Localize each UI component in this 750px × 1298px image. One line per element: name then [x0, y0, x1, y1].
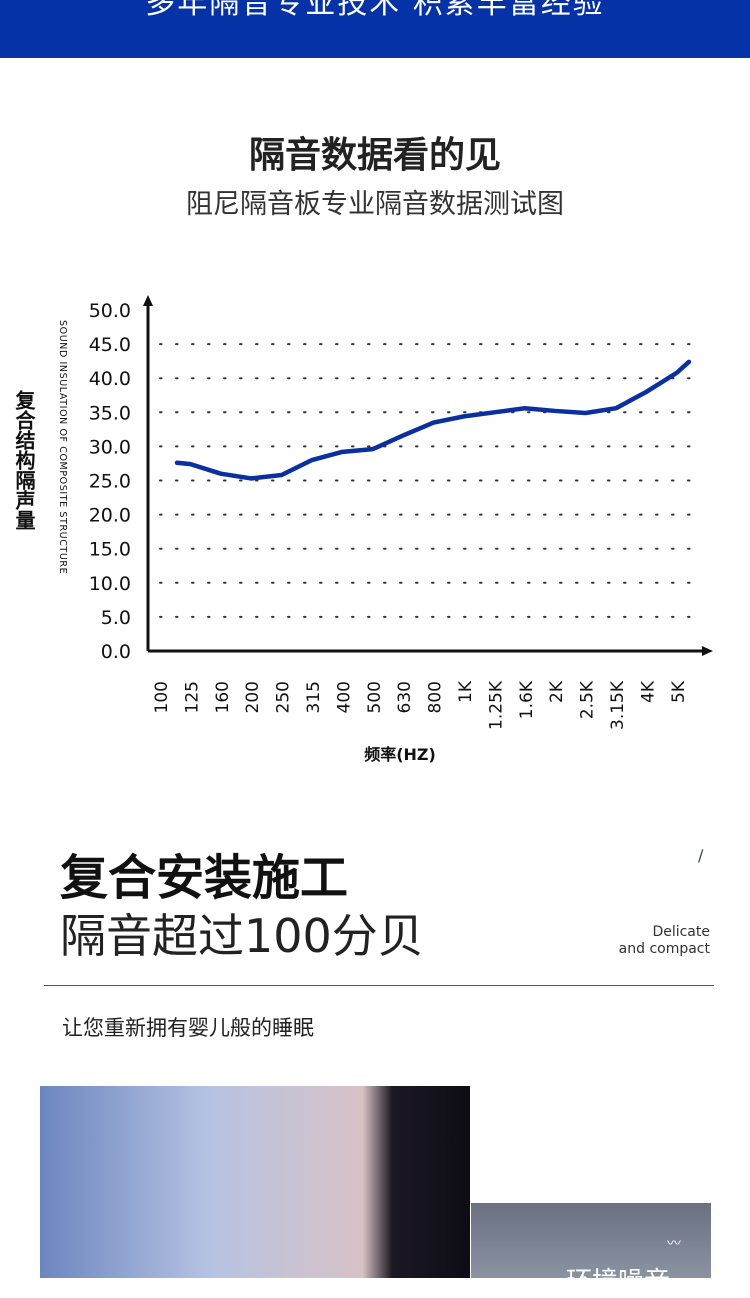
x-tick-label: 160: [213, 681, 233, 713]
environment-noise-photo: 〰环境噪音: [471, 1203, 711, 1297]
tagline: Delicate and compact: [619, 924, 710, 958]
y-tick-label: 50.0: [89, 300, 131, 322]
y-tick-label: 40.0: [89, 368, 131, 390]
y-tick-label: 10.0: [89, 573, 131, 595]
sleeping-child-photo: [40, 1086, 470, 1278]
y-tick-label: 35.0: [89, 402, 131, 424]
page-subtitle: 阻尼隔音板专业隔音数据测试图: [186, 189, 564, 220]
x-tick-label: 3.15K: [608, 680, 628, 730]
x-tick-label: 800: [426, 681, 446, 713]
x-tick-label: 125: [182, 681, 202, 713]
x-tick-label: 2K: [547, 680, 567, 703]
page-title: 隔音数据看的见: [248, 135, 501, 176]
x-tick-label: 200: [243, 681, 263, 713]
wave-icon: 〰: [667, 1236, 681, 1252]
section-title: 复合安装施工: [60, 850, 349, 906]
section-headline: 隔音超过100分贝: [60, 909, 424, 963]
y-tick-label: 5.0: [101, 607, 131, 629]
top-banner: 多年隔音专业技术 积累丰富经验: [0, 0, 750, 58]
x-tick-label: 630: [395, 681, 415, 713]
y-axis-label: 复合结构隔声量: [12, 389, 36, 530]
x-tick-label: 250: [274, 681, 294, 713]
sound-insulation-chart: 0.0 5.0 10.0 15.0 20.0 25.0 30.0 35.0 40.0 45.0 50…: [12, 295, 713, 764]
x-tick-label: 1.6K: [517, 680, 537, 719]
x-axis-arrow: [702, 646, 713, 656]
y-tick-label: 30.0: [89, 436, 131, 458]
x-tick-label: 4K: [638, 680, 658, 703]
banner-text: 多年隔音专业技术 积累丰富经验: [145, 0, 605, 21]
x-tick-label: 2.5K: [578, 680, 598, 719]
y-tick-label: 0.0: [101, 641, 131, 663]
pen-icon: ∕: [698, 846, 704, 865]
x-tick-label: 1.25K: [486, 680, 506, 730]
tagline-1: Delicate: [652, 924, 710, 940]
x-axis-label: 频率(HZ): [364, 745, 436, 764]
section-subtitle: 让您重新拥有婴儿般的睡眠: [62, 1016, 314, 1040]
y-tick-label: 25.0: [89, 471, 131, 493]
x-tick-label: 400: [334, 681, 354, 713]
y-axis-label-en: SOUND INSULATION OF COMPOSITE STRUCTURE: [57, 320, 68, 574]
photo-caption: 环境噪音: [566, 1267, 671, 1297]
y-tick-label: 15.0: [89, 539, 131, 561]
x-tick-label: 500: [365, 681, 385, 713]
y-axis-arrow: [143, 295, 153, 306]
series-line: [174, 359, 692, 481]
x-tick-label: 5K: [669, 680, 689, 703]
x-tick-label: 1K: [456, 680, 476, 703]
divider: [44, 985, 714, 986]
x-tick-label: 100: [152, 681, 172, 713]
y-tick-label: 20.0: [89, 505, 131, 527]
x-tick-label: 315: [304, 681, 324, 713]
tagline-2: and compact: [618, 941, 710, 957]
y-tick-label: 45.0: [89, 334, 131, 356]
